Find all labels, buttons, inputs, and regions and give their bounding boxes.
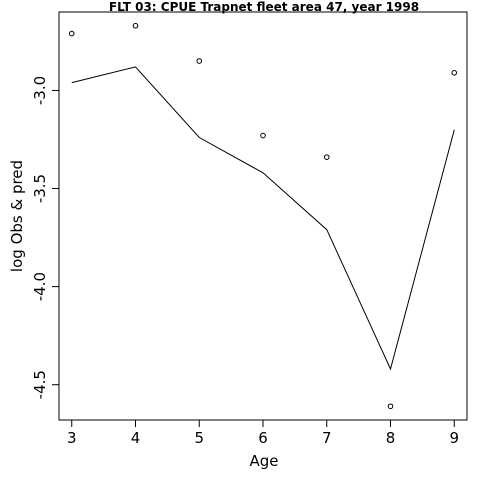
x-axis-label: Age xyxy=(249,452,278,470)
observed-point xyxy=(451,70,458,76)
plot-frame xyxy=(58,11,468,421)
y-axis: -3.0 -3.5 -4.0 -4.5 xyxy=(31,76,59,399)
x-tick-label: 3 xyxy=(67,429,77,447)
x-tick-label: 7 xyxy=(322,429,332,447)
observed-point xyxy=(387,403,394,410)
x-tick-label: 5 xyxy=(194,429,204,447)
predicted-line xyxy=(71,66,455,371)
x-tick-label: 6 xyxy=(258,429,268,447)
x-tick-label: 4 xyxy=(131,429,141,447)
y-axis-label: log Obs & pred xyxy=(8,160,26,272)
chart-title: FLT 03: CPUE Trapnet fleet area 47, year… xyxy=(109,0,419,14)
observed-point xyxy=(196,58,203,64)
y-tick-label: -3.0 xyxy=(31,76,49,105)
series-layer xyxy=(68,22,458,410)
x-tick-label: 9 xyxy=(449,429,459,447)
y-tick-label: -4.5 xyxy=(31,370,49,399)
observed-point xyxy=(68,30,75,37)
observed-point xyxy=(260,132,266,139)
x-tick-label: 8 xyxy=(386,429,396,447)
y-tick-label: -4.0 xyxy=(31,272,49,301)
y-tick-label: -3.5 xyxy=(31,174,49,203)
observed-point xyxy=(323,154,330,160)
x-axis: 3 4 5 6 7 8 9 xyxy=(67,420,459,447)
observed-point xyxy=(132,22,139,29)
